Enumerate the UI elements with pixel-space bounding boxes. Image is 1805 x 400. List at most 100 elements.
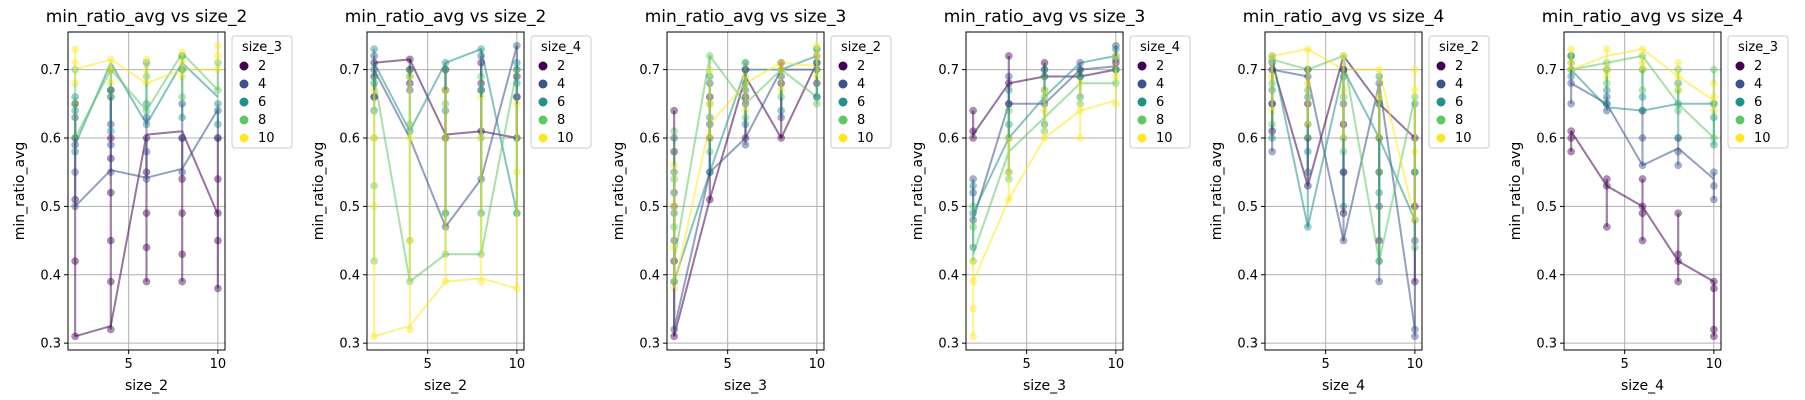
- axes-frame: [965, 31, 1124, 351]
- legend-marker-6: [239, 97, 249, 107]
- legend-marker-6: [1436, 97, 1446, 107]
- legend-label-6: 6: [258, 95, 266, 110]
- axes-frame: [67, 31, 226, 351]
- y-tick-label: 0.7: [40, 63, 61, 78]
- legend-label-10: 10: [857, 131, 874, 146]
- y-tick-label: 0.5: [639, 200, 660, 215]
- subplot-title: min_ratio_avg vs size_3: [645, 7, 847, 27]
- legend-marker-10: [1735, 133, 1745, 143]
- y-tick-label: 0.7: [938, 63, 959, 78]
- legend-label-10: 10: [1455, 131, 1472, 146]
- axes-frame: [366, 31, 525, 351]
- subplot-5: min_ratio_avg vs size_4 0.3 0.4 0.5 0.6 0.7 5 1…: [1209, 7, 1490, 394]
- legend-label-2: 2: [1156, 59, 1164, 74]
- legend: size_3 2 4 6 8 10: [1727, 35, 1789, 149]
- x-axis-label: size_2: [424, 378, 467, 394]
- legend-title: size_3: [242, 40, 282, 55]
- x-tick-label: 5: [424, 357, 432, 372]
- y-tick-label: 0.6: [339, 132, 360, 147]
- y-tick-label: 0.3: [639, 337, 660, 352]
- y-tick-label: 0.5: [40, 200, 61, 215]
- subplot-4: min_ratio_avg vs size_3 0.3 0.4 0.5 0.6 0.7 5 1…: [910, 7, 1191, 394]
- y-axis-label: min_ratio_avg: [910, 142, 926, 240]
- x-tick-label: 10: [509, 357, 526, 372]
- y-tick-label: 0.4: [938, 268, 959, 283]
- y-tick-label: 0.4: [339, 268, 360, 283]
- legend-title: size_4: [1140, 40, 1180, 55]
- legend-label-4: 4: [857, 77, 865, 92]
- x-tick-label: 5: [125, 357, 133, 372]
- legend-label-4: 4: [258, 77, 266, 92]
- y-axis-label: min_ratio_avg: [12, 142, 28, 240]
- legend-marker-8: [838, 115, 848, 125]
- subplot-title: min_ratio_avg vs size_4: [1243, 7, 1445, 27]
- legend-label-2: 2: [258, 59, 266, 74]
- y-tick-label: 0.3: [1237, 337, 1258, 352]
- y-axis-label: min_ratio_avg: [611, 142, 627, 240]
- subplot-6: min_ratio_avg vs size_4 0.3 0.4 0.5 0.6 0.7 5 1…: [1508, 7, 1789, 394]
- y-tick-label: 0.3: [339, 337, 360, 352]
- y-tick-label: 0.3: [938, 337, 959, 352]
- legend-label-6: 6: [1754, 95, 1762, 110]
- y-tick-label: 0.3: [40, 337, 61, 352]
- subplot-3: min_ratio_avg vs size_3 0.3 0.4 0.5 0.6 0.7 5 1…: [611, 7, 892, 394]
- y-tick-label: 0.7: [1536, 63, 1557, 78]
- legend-label-2: 2: [1455, 59, 1463, 74]
- legend-title: size_2: [841, 40, 881, 55]
- legend-label-6: 6: [1156, 95, 1164, 110]
- legend-marker-10: [1137, 133, 1147, 143]
- x-tick-label: 10: [1407, 357, 1424, 372]
- legend-label-10: 10: [258, 131, 275, 146]
- series-line-10: [373, 277, 518, 338]
- legend-label-2: 2: [857, 59, 865, 74]
- legend-label-2: 2: [557, 59, 565, 74]
- x-axis-label: size_3: [724, 378, 767, 394]
- axes-frame: [1264, 31, 1423, 351]
- legend-marker-10: [838, 133, 848, 143]
- y-tick-label: 0.5: [1536, 200, 1557, 215]
- legend: size_2 2 4 6 8 10: [830, 35, 892, 149]
- y-tick-label: 0.6: [40, 132, 61, 147]
- y-axis-label: min_ratio_avg: [311, 142, 327, 240]
- y-tick-label: 0.6: [1536, 132, 1557, 147]
- legend-marker-4: [1735, 79, 1745, 89]
- legend-marker-8: [239, 115, 249, 125]
- legend-marker-10: [538, 133, 548, 143]
- legend: size_3 2 4 6 8 10: [231, 35, 293, 149]
- legend-marker-8: [1735, 115, 1745, 125]
- y-tick-label: 0.4: [1536, 268, 1557, 283]
- legend-title: size_2: [1439, 40, 1479, 55]
- series-line-4: [1570, 82, 1715, 180]
- legend-marker-4: [838, 79, 848, 89]
- legend-label-4: 4: [1455, 77, 1463, 92]
- legend-title: size_4: [541, 40, 581, 55]
- y-tick-label: 0.5: [339, 200, 360, 215]
- axes-frame: [1563, 31, 1722, 351]
- x-axis-label: size_4: [1621, 378, 1664, 394]
- legend-marker-10: [239, 133, 249, 143]
- legend-label-8: 8: [857, 113, 865, 128]
- legend-marker-10: [1436, 133, 1446, 143]
- subplot-title: min_ratio_avg vs size_3: [944, 7, 1146, 27]
- legend-marker-2: [838, 61, 848, 71]
- subplot-title: min_ratio_avg vs size_2: [345, 7, 547, 27]
- subplot-2: min_ratio_avg vs size_2 0.3 0.4 0.5 0.6 0.7 5 1…: [311, 7, 592, 394]
- legend-label-8: 8: [258, 113, 266, 128]
- axes-frame: [666, 31, 825, 351]
- legend-marker-2: [538, 61, 548, 71]
- y-tick-label: 0.4: [639, 268, 660, 283]
- legend-marker-4: [1436, 79, 1446, 89]
- legend-marker-4: [538, 79, 548, 89]
- x-tick-label: 10: [809, 357, 826, 372]
- legend-marker-2: [1436, 61, 1446, 71]
- subplot-title: min_ratio_avg vs size_4: [1542, 7, 1744, 27]
- y-axis-label: min_ratio_avg: [1508, 142, 1524, 240]
- y-tick-label: 0.7: [639, 63, 660, 78]
- y-tick-label: 0.6: [639, 132, 660, 147]
- legend-marker-4: [239, 79, 249, 89]
- legend-marker-4: [1137, 79, 1147, 89]
- legend-label-8: 8: [1754, 113, 1762, 128]
- legend-marker-2: [1137, 61, 1147, 71]
- series-line-8: [1271, 54, 1416, 263]
